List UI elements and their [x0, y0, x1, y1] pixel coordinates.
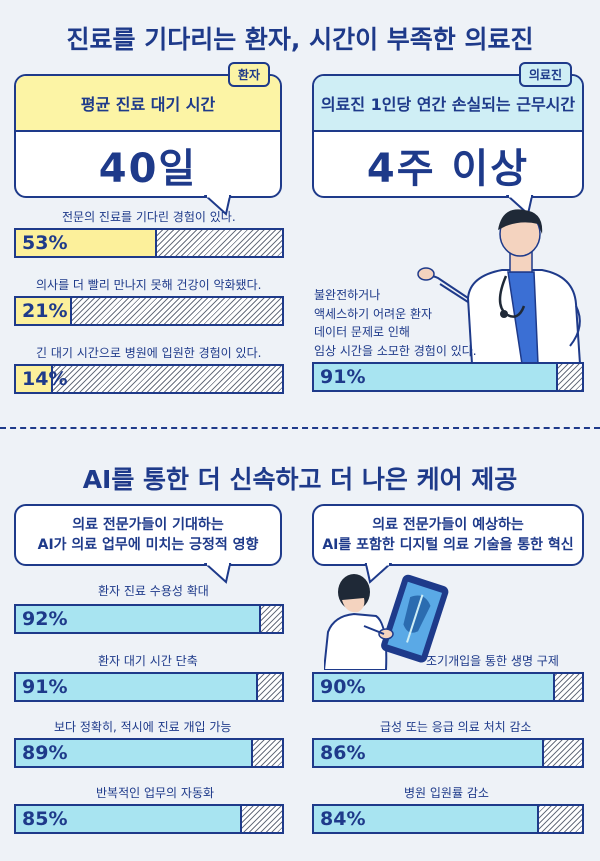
- section-waiting: 진료를 기다리는 환자, 시간이 부족한 의료진 평균 진료 대기 시간 40일…: [0, 0, 600, 428]
- patient-card-value: 40일: [98, 146, 198, 192]
- staff-card-header: 의료진 1인당 연간 손실되는 근무시간: [314, 76, 582, 132]
- staff-stat-line-2: 액세스하기 어려운 환자: [314, 306, 433, 321]
- staff-stat-text: 불완전하거나 액세스하기 어려운 환자 데이터 문제로 인해 임상 시간을 소모…: [314, 286, 477, 360]
- right-stat-label-1: 조기개입을 통한 생명 구제: [426, 654, 559, 668]
- staff-stat-line-1: 불완전하거나: [314, 288, 381, 302]
- patient-tag: 환자: [227, 62, 270, 87]
- right-bubble-line-2: AI를 포함한 디지털 의료 기술을 통한 혁신: [322, 537, 574, 553]
- patient-stat-fill-1: [16, 230, 157, 256]
- patient-stat-value-3: 14%: [22, 368, 68, 390]
- left-stat-label-1: 환자 진료 수용성 확대: [98, 584, 209, 598]
- staff-stat-value: 91%: [320, 366, 366, 388]
- patient-stat-fill-2: [16, 298, 72, 324]
- left-stat-bar-1: 92%: [14, 604, 284, 634]
- left-bubble-line-2: AI가 의료 업무에 미치는 긍정적 영향: [37, 537, 259, 553]
- right-bubble: 의료 전문가들이 예상하는 AI를 포함한 디지털 의료 기술을 통한 혁신: [312, 504, 584, 566]
- left-stat-fill-4: [16, 806, 243, 832]
- left-stat-label-2: 환자 대기 시간 단축: [98, 654, 198, 668]
- patient-stat-value-1: 53%: [22, 232, 68, 254]
- left-stat-fill-1: [16, 606, 261, 632]
- patient-stat-label-2: 의사를 더 빨리 만나지 못해 건강이 악화됐다.: [36, 278, 262, 292]
- doctor-illustration-icon: [417, 209, 582, 364]
- left-bubble: 의료 전문가들이 기대하는 AI가 의료 업무에 미치는 긍정적 영향: [14, 504, 282, 566]
- left-stat-value-2: 91%: [22, 676, 68, 698]
- left-stat-value-3: 89%: [22, 742, 68, 764]
- staff-stat-line-3: 데이터 문제로 인해: [314, 325, 410, 340]
- right-stat-fill-3: [314, 806, 540, 832]
- right-stat-bar-2: 86%: [312, 738, 584, 768]
- staff-loss-card: 의료진 1인당 연간 손실되는 근무시간 4주 이상 의료진: [312, 62, 584, 198]
- right-stat-label-3: 병원 입원률 감소: [404, 786, 489, 800]
- section-ai-care: AI를 통한 더 신속하고 더 나은 케어 제공 의료 전문가들이 기대하는 A…: [0, 432, 600, 861]
- left-stat-value-4: 85%: [22, 808, 68, 830]
- patient-stat-label-1: 전문의 진료를 기다린 경험이 있다.: [62, 210, 236, 224]
- patient-stat-fill-3: [16, 366, 54, 392]
- left-stat-bar-3: 89%: [14, 738, 284, 768]
- left-stat-bar-2: 91%: [14, 672, 284, 702]
- patient-card-tail: [204, 194, 232, 216]
- patient-stat-label-3: 긴 대기 시간으로 병원에 입원한 경험이 있다.: [36, 346, 262, 360]
- left-bubble-line-1: 의료 전문가들이 기대하는: [72, 516, 224, 533]
- staff-tag: 의료진: [518, 62, 572, 87]
- right-bubble-tail: [364, 562, 392, 584]
- person-tablet-illustration-icon: [324, 574, 449, 670]
- patient-stat-bar-2: 21%: [14, 296, 284, 326]
- right-stat-value-2: 86%: [320, 742, 366, 764]
- patient-stat-bar-1: 53%: [14, 228, 284, 258]
- left-stat-label-3: 보다 정확히, 적시에 진료 개입 가능: [54, 720, 232, 734]
- staff-card-value: 4주 이상: [366, 146, 530, 192]
- patient-stat-value-2: 21%: [22, 300, 68, 322]
- left-bubble-tail: [204, 562, 232, 584]
- right-stat-bar-3: 84%: [312, 804, 584, 834]
- patient-wait-card: 평균 진료 대기 시간 40일 환자: [14, 62, 282, 198]
- left-stat-label-4: 반복적인 업무의 자동화: [96, 786, 215, 800]
- right-bubble-line-1: 의료 전문가들이 예상하는: [372, 516, 524, 533]
- left-stat-bar-4: 85%: [14, 804, 284, 834]
- right-stat-label-2: 급성 또는 응급 의료 처치 감소: [380, 720, 532, 734]
- section-divider: [0, 427, 600, 431]
- right-stat-fill-2: [314, 740, 545, 766]
- left-stat-fill-3: [16, 740, 253, 766]
- staff-card-tail: [506, 194, 534, 216]
- staff-stat-bar: 91%: [312, 362, 584, 392]
- staff-stat-fill: [314, 364, 558, 390]
- section1-title: 진료를 기다리는 환자, 시간이 부족한 의료진: [66, 25, 534, 54]
- patient-stat-bar-3: 14%: [14, 364, 284, 394]
- left-stat-fill-2: [16, 674, 259, 700]
- staff-stat-line-4: 임상 시간을 소모한 경험이 있다.: [314, 343, 477, 358]
- section2-title: AI를 통한 더 신속하고 더 나은 케어 제공: [82, 465, 518, 494]
- right-stat-fill-1: [314, 674, 556, 700]
- right-stat-value-1: 90%: [320, 676, 366, 698]
- right-stat-bar-1: 90%: [312, 672, 584, 702]
- left-stat-value-1: 92%: [22, 608, 68, 630]
- right-stat-value-3: 84%: [320, 808, 366, 830]
